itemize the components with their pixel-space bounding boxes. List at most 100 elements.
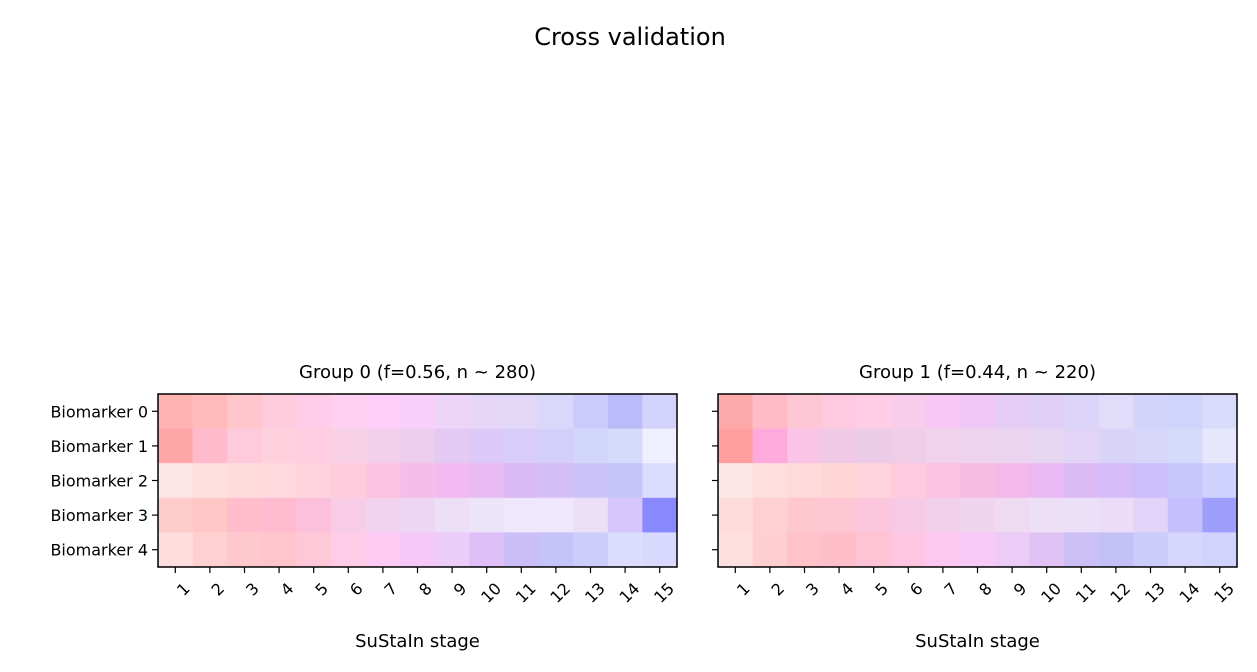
- heatmap-cell: [538, 532, 574, 568]
- x-tick-label: 11: [1072, 579, 1100, 607]
- heatmap-cell: [891, 497, 926, 533]
- heatmap-cell: [434, 428, 470, 464]
- heatmap-cell: [607, 532, 643, 568]
- heatmap-cell: [642, 394, 678, 429]
- heatmap-cell: [296, 532, 332, 568]
- heatmap-cell: [227, 428, 263, 464]
- heatmap-cell: [821, 532, 857, 568]
- x-tick-label: 12: [546, 579, 574, 607]
- heatmap-cell: [856, 463, 892, 499]
- heatmap-group-1: Group 1 (f=0.44, n ~ 220)1 2 3 4 5 6 7 8 9 10 11 12…: [712, 362, 1238, 652]
- heatmap-cell: [296, 428, 332, 464]
- x-tick-label: 5: [871, 579, 892, 600]
- x-tick-label: 10: [477, 579, 505, 607]
- heatmap-cell: [158, 497, 193, 533]
- heatmap-cell: [994, 532, 1030, 568]
- heatmap-cell: [331, 463, 366, 499]
- heatmap-cell: [856, 532, 892, 568]
- heatmap-cell: [365, 394, 401, 429]
- heatmap-cell: [504, 394, 539, 429]
- heatmap-cell: [787, 428, 823, 464]
- heatmap-cell: [642, 532, 678, 568]
- heatmap-cell: [1064, 428, 1099, 464]
- x-tick-label: 1: [173, 579, 194, 600]
- heatmap-cell: [573, 497, 609, 533]
- heatmap-cell: [1133, 497, 1169, 533]
- heatmap-cell: [1202, 428, 1238, 464]
- heatmap-cell: [1029, 463, 1065, 499]
- x-tick-label: 5: [311, 579, 332, 600]
- heatmap-cell: [718, 532, 753, 568]
- y-tick-label: Biomarker 3: [50, 506, 148, 525]
- heatmap-cell: [538, 428, 574, 464]
- heatmap-cell: [573, 428, 609, 464]
- heatmap-cell: [227, 463, 263, 499]
- heatmap-cell: [607, 463, 643, 499]
- heatmap-cell: [787, 394, 823, 429]
- x-tick-label: 8: [415, 579, 436, 600]
- heatmap-cell: [960, 463, 996, 499]
- x-tick-label: 9: [1010, 579, 1031, 600]
- heatmap-cell: [1167, 497, 1203, 533]
- panel-title: Group 0 (f=0.56, n ~ 280): [299, 362, 536, 383]
- heatmap-cell: [158, 428, 193, 464]
- heatmap-cell: [1202, 497, 1238, 533]
- heatmap-cell: [891, 428, 926, 464]
- heatmap-cell: [1133, 532, 1169, 568]
- heatmap-cell: [573, 394, 609, 429]
- heatmap-cell: [1064, 532, 1099, 568]
- heatmap-cell: [891, 463, 926, 499]
- x-tick-label: 13: [581, 579, 609, 607]
- heatmap-cell: [365, 497, 401, 533]
- heatmap-cell: [752, 532, 788, 568]
- x-tick-label: 4: [277, 579, 298, 600]
- heatmap-cell: [469, 497, 505, 533]
- heatmap-cell: [400, 463, 436, 499]
- x-tick-label: 2: [208, 579, 229, 600]
- x-tick-label: 10: [1037, 579, 1065, 607]
- heatmap-cell: [504, 532, 539, 568]
- heatmap-cell: [718, 394, 753, 429]
- heatmap-cell: [891, 394, 926, 429]
- heatmap-cell: [331, 532, 366, 568]
- heatmap-cell: [469, 428, 505, 464]
- x-tick-label: 6: [906, 579, 927, 600]
- heatmap-cell: [642, 463, 678, 499]
- heatmap-cell: [787, 532, 823, 568]
- heatmap-cell: [1064, 497, 1099, 533]
- heatmap-cell: [1029, 394, 1065, 429]
- heatmap-cell: [261, 463, 297, 499]
- heatmap-cell: [994, 497, 1030, 533]
- y-tick-label: Biomarker 0: [50, 402, 148, 421]
- x-tick-label: 3: [242, 579, 263, 600]
- heatmap-cell: [642, 428, 678, 464]
- heatmap-cell: [331, 428, 366, 464]
- figure-title: Cross validation: [534, 23, 726, 51]
- heatmap-cell: [158, 532, 193, 568]
- heatmap-cell: [261, 532, 297, 568]
- heatmap-cell: [607, 394, 643, 429]
- heatmap-cell: [469, 532, 505, 568]
- x-tick-label: 2: [768, 579, 789, 600]
- heatmap-cell: [1029, 497, 1065, 533]
- heatmap-cell: [573, 532, 609, 568]
- heatmap-cell: [642, 497, 678, 533]
- heatmap-cell: [752, 497, 788, 533]
- heatmap-cell: [856, 394, 892, 429]
- heatmap-cell: [331, 497, 366, 533]
- heatmap-cell: [1029, 532, 1065, 568]
- x-tick-label: 15: [650, 579, 678, 607]
- heatmap-cell: [261, 394, 297, 429]
- heatmap-cell: [400, 497, 436, 533]
- heatmap-cell: [1167, 428, 1203, 464]
- heatmap-cell: [365, 463, 401, 499]
- heatmap-cell: [925, 532, 961, 568]
- heatmap-cell: [365, 532, 401, 568]
- y-tick-label: Biomarker 4: [50, 541, 148, 560]
- heatmap-cell: [891, 532, 926, 568]
- heatmap-cell: [1167, 463, 1203, 499]
- heatmap-cell: [1133, 428, 1169, 464]
- heatmap-cell: [1098, 463, 1134, 499]
- x-tick-label: 9: [450, 579, 471, 600]
- heatmap-cell: [821, 463, 857, 499]
